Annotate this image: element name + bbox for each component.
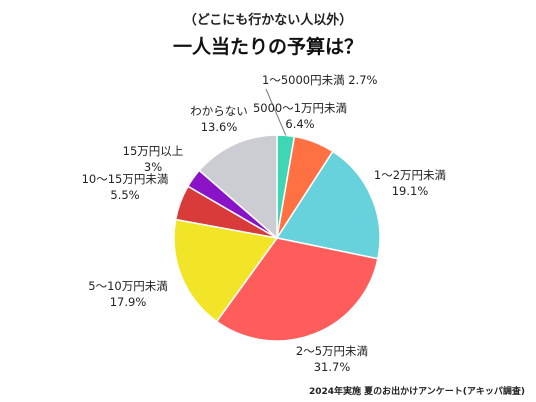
slice-value-label: 13.6% (201, 120, 238, 134)
leader-line (265, 88, 287, 136)
slice-label: 15万円以上 (123, 144, 184, 158)
slice-label: 1〜5000円未満 2.7% (262, 73, 378, 87)
slice-value-label: 31.7% (314, 360, 351, 374)
pie-slice (173, 218, 279, 323)
chart-subtitle: （どこにも行かない人以外） (184, 12, 353, 28)
slice-label: 5000〜1万円未満 (253, 101, 347, 115)
footer-source: 2024年実施 夏のお出かけアンケート(アキッパ調査) (309, 385, 525, 397)
pie-slice (275, 150, 381, 260)
pie-slices (173, 134, 381, 342)
slice-value-label: 6.4% (285, 117, 314, 131)
slice-value-label: 5.5% (110, 188, 139, 202)
slice-label: 10〜15万円未満 (82, 172, 169, 186)
slice-label: 2〜5万円未満 (296, 344, 368, 358)
pie-slice (215, 237, 379, 342)
slice-labels: 1〜5000円未満 2.7% 5000〜1万円未満 6.4% 1〜2万円未満 19.1%… (82, 73, 446, 374)
slice-label: 5〜10万円未満 (88, 279, 167, 293)
slice-value-label: 3% (144, 160, 162, 174)
pie-slice (198, 134, 278, 240)
leader-lines (265, 88, 287, 136)
chart-title: 一人当たりの予算は？ (173, 35, 363, 58)
slice-label: 1〜2万円未満 (374, 168, 446, 182)
slice-value-label: 19.1% (392, 184, 429, 198)
slice-label: わからない (190, 104, 248, 118)
slice-value-label: 17.9% (110, 295, 147, 309)
